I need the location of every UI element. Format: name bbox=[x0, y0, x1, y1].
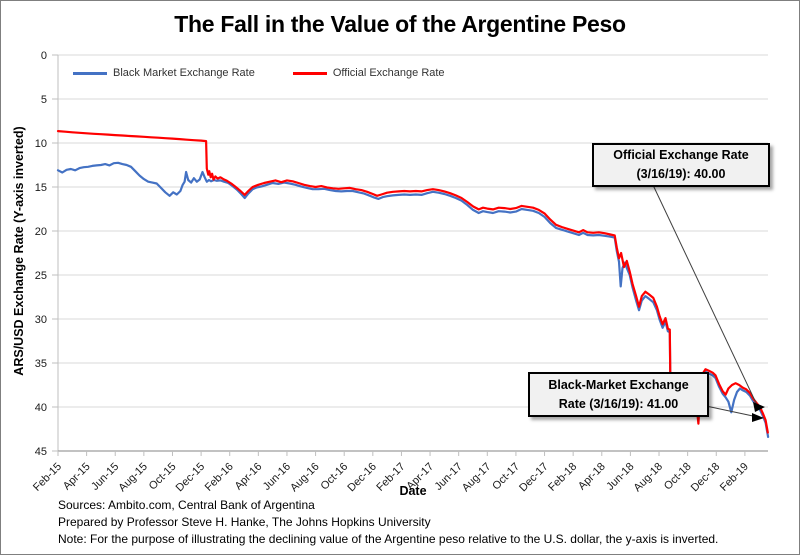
callout-black-market-rate: Black-Market Exchange Rate (3/16/19): 41… bbox=[528, 372, 709, 417]
svg-text:20: 20 bbox=[35, 226, 47, 238]
callout-black-market-line2: Rate (3/16/19): 41.00 bbox=[558, 396, 679, 411]
callout-official-line1: Official Exchange Rate bbox=[613, 148, 749, 163]
svg-text:5: 5 bbox=[41, 94, 47, 106]
legend-item-official: Official Exchange Rate bbox=[292, 67, 445, 79]
svg-text:45: 45 bbox=[35, 446, 47, 458]
svg-text:35: 35 bbox=[35, 358, 47, 370]
legend-label-official: Official Exchange Rate bbox=[332, 67, 445, 79]
callout-black-market-line1: Black-Market Exchange bbox=[548, 377, 689, 392]
svg-text:30: 30 bbox=[35, 314, 47, 326]
y-axis-title: ARS/USD Exchange Rate (Y-axis inverted) bbox=[12, 126, 26, 376]
callout-official-rate: Official Exchange Rate (3/16/19): 40.00 bbox=[592, 143, 770, 187]
svg-text:10: 10 bbox=[35, 138, 47, 150]
svg-text:25: 25 bbox=[35, 270, 47, 282]
source-note: Sources: Ambito.com, Central Bank of Arg… bbox=[58, 498, 315, 512]
legend-swatch-black-market-icon bbox=[73, 71, 107, 75]
legend-label-black-market: Black Market Exchange Rate bbox=[113, 67, 255, 79]
callout-official-line2: (3/16/19): 40.00 bbox=[636, 167, 726, 181]
chart-title: The Fall in the Value of the Argentine P… bbox=[174, 11, 626, 37]
svg-text:0: 0 bbox=[41, 50, 47, 62]
legend-item-black-market: Black Market Exchange Rate bbox=[73, 67, 255, 79]
x-axis-title: Date bbox=[399, 484, 427, 498]
inverted-axis-note: Note: For the purpose of illustrating th… bbox=[58, 532, 719, 546]
legend: Black Market Exchange Rate Official Exch… bbox=[73, 67, 483, 79]
svg-text:40: 40 bbox=[35, 402, 47, 414]
legend-swatch-official-icon bbox=[292, 71, 327, 75]
prepared-by-note: Prepared by Professor Steve H. Hanke, Th… bbox=[58, 515, 431, 529]
svg-text:15: 15 bbox=[35, 182, 47, 194]
